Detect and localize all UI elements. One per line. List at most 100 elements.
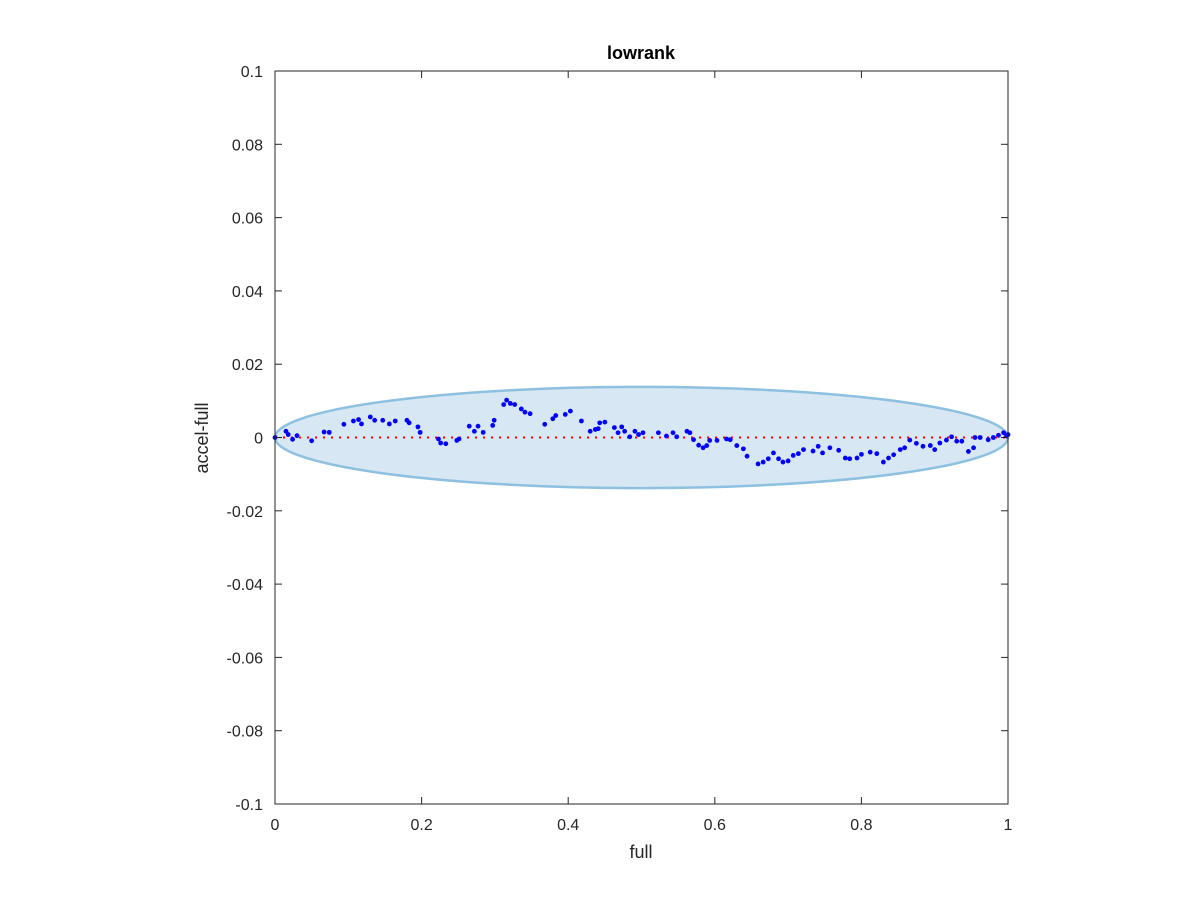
data-point bbox=[632, 428, 638, 434]
data-point bbox=[356, 417, 361, 422]
axes: 0 0.2 0.4 0.6 0.8 1 0.1 0.08 0.06 0.04 0.02 0 -0.02 -… bbox=[227, 64, 1013, 834]
data-point bbox=[417, 429, 423, 435]
confidence-ellipse bbox=[273, 385, 1010, 490]
data-point bbox=[907, 437, 913, 443]
x-axis-label: full bbox=[629, 842, 652, 862]
data-point bbox=[501, 402, 507, 407]
data-point bbox=[595, 426, 601, 432]
plot-area bbox=[272, 385, 1011, 490]
data-point bbox=[744, 453, 750, 459]
data-point bbox=[990, 435, 996, 440]
data-point bbox=[687, 430, 693, 436]
data-point bbox=[985, 437, 991, 443]
x-tick-label: 0.8 bbox=[850, 817, 872, 834]
chart-title: lowrank bbox=[607, 43, 676, 63]
data-point bbox=[518, 406, 524, 412]
data-point bbox=[367, 414, 373, 420]
y-tick-label: 0 bbox=[254, 431, 263, 448]
data-point bbox=[466, 423, 472, 429]
data-point bbox=[790, 453, 796, 458]
data-point bbox=[1001, 430, 1007, 436]
data-point bbox=[471, 428, 477, 434]
data-point bbox=[655, 430, 661, 436]
data-point bbox=[734, 443, 740, 448]
data-point bbox=[696, 442, 702, 448]
data-point bbox=[309, 438, 315, 444]
data-point bbox=[674, 434, 680, 440]
data-point bbox=[491, 417, 497, 423]
y-tick-label: 0.04 bbox=[232, 284, 263, 301]
data-point bbox=[380, 417, 386, 423]
data-point bbox=[727, 437, 733, 443]
data-point bbox=[326, 429, 332, 435]
data-point bbox=[949, 434, 954, 440]
data-point bbox=[776, 456, 781, 462]
data-point bbox=[507, 401, 513, 406]
y-tick-label: 0.06 bbox=[232, 211, 263, 228]
data-point bbox=[714, 438, 720, 443]
data-point bbox=[724, 436, 729, 442]
data-point bbox=[578, 418, 584, 424]
data-point bbox=[611, 425, 617, 431]
data-point bbox=[294, 433, 300, 439]
data-point bbox=[436, 436, 441, 442]
data-point bbox=[771, 450, 776, 456]
data-point bbox=[443, 441, 449, 447]
data-point bbox=[859, 451, 864, 457]
data-point bbox=[553, 413, 559, 418]
data-point bbox=[740, 446, 746, 452]
data-point bbox=[944, 437, 949, 443]
data-point bbox=[707, 438, 713, 443]
data-point bbox=[504, 397, 510, 403]
data-point bbox=[615, 430, 621, 436]
data-point bbox=[691, 437, 696, 443]
data-point bbox=[619, 424, 625, 430]
y-tick-label: 0.08 bbox=[232, 137, 263, 154]
data-point bbox=[971, 445, 976, 451]
data-point bbox=[996, 432, 1001, 438]
y-tick-label: -0.04 bbox=[227, 577, 264, 594]
data-point bbox=[867, 449, 873, 455]
data-point bbox=[810, 448, 816, 454]
data-point bbox=[937, 440, 943, 446]
data-point bbox=[954, 438, 960, 444]
data-point bbox=[913, 440, 919, 446]
data-point bbox=[795, 451, 801, 457]
data-point bbox=[704, 443, 710, 448]
data-point bbox=[927, 443, 933, 448]
x-tick-label: 0.4 bbox=[557, 817, 579, 834]
data-point bbox=[920, 443, 926, 449]
x-tick-label: 0 bbox=[271, 817, 280, 834]
data-point bbox=[842, 455, 848, 461]
data-point bbox=[966, 449, 971, 454]
data-point bbox=[438, 440, 444, 446]
data-point bbox=[874, 451, 880, 457]
data-point bbox=[587, 428, 593, 434]
data-point bbox=[622, 428, 628, 434]
data-point bbox=[886, 455, 891, 461]
data-point bbox=[636, 432, 641, 437]
y-tick-label: -0.1 bbox=[235, 797, 263, 814]
data-point bbox=[785, 458, 791, 464]
data-point bbox=[522, 409, 528, 415]
data-point bbox=[765, 456, 771, 462]
data-point bbox=[932, 447, 938, 452]
data-point bbox=[827, 445, 833, 451]
y-tick-label: -0.08 bbox=[227, 724, 264, 741]
data-point bbox=[475, 423, 481, 429]
data-point bbox=[406, 420, 412, 426]
data-point bbox=[542, 421, 548, 427]
data-point bbox=[664, 433, 669, 439]
y-tick-label: 0.02 bbox=[232, 357, 263, 374]
data-point bbox=[562, 412, 568, 417]
y-tick-label: -0.02 bbox=[227, 504, 264, 521]
data-point bbox=[977, 435, 983, 440]
data-point bbox=[801, 447, 806, 452]
data-point bbox=[550, 416, 556, 422]
data-point bbox=[341, 421, 347, 427]
y-tick-label: 0.1 bbox=[241, 64, 263, 81]
data-point bbox=[490, 423, 496, 428]
data-point bbox=[290, 436, 295, 442]
data-point bbox=[321, 429, 327, 435]
data-point bbox=[386, 421, 392, 427]
